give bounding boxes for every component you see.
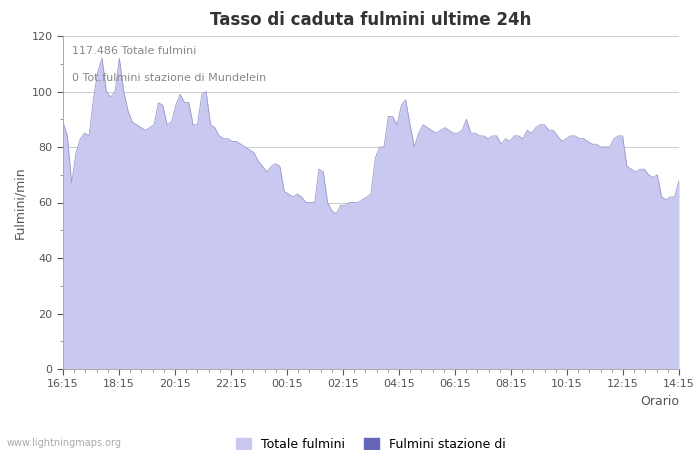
Text: 0 Tot.fulmini stazione di Mundelein: 0 Tot.fulmini stazione di Mundelein (72, 72, 267, 83)
Text: 117.486 Totale fulmini: 117.486 Totale fulmini (72, 46, 197, 56)
Y-axis label: Fulmini/min: Fulmini/min (13, 166, 26, 239)
Legend: Totale fulmini, Fulmini stazione di: Totale fulmini, Fulmini stazione di (231, 433, 511, 450)
Text: www.lightningmaps.org: www.lightningmaps.org (7, 438, 122, 448)
X-axis label: Orario: Orario (640, 395, 679, 408)
Title: Tasso di caduta fulmini ultime 24h: Tasso di caduta fulmini ultime 24h (210, 11, 532, 29)
